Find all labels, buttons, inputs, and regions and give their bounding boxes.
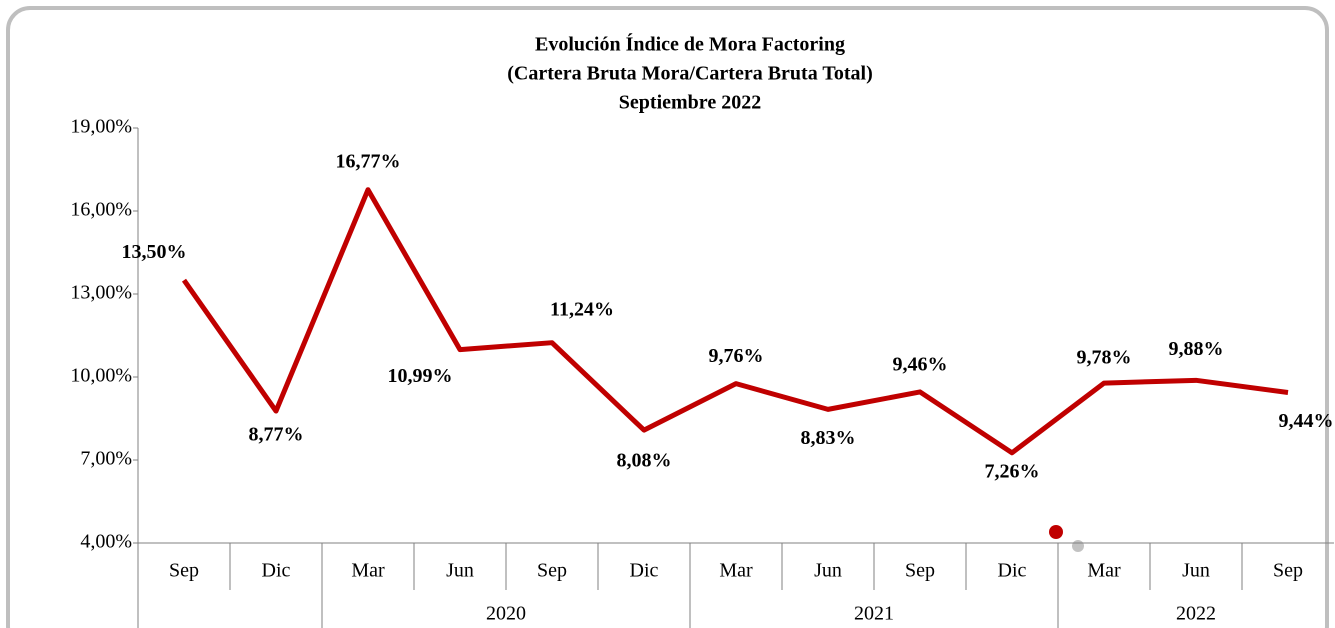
- line-series: [181, 187, 1289, 456]
- x-tick-label: Sep: [169, 560, 199, 582]
- data-label: 8,08%: [617, 450, 672, 472]
- x-tick-label: Jun: [1182, 560, 1210, 582]
- group-label: 2022: [1176, 603, 1216, 625]
- data-label: 10,99%: [388, 365, 453, 387]
- y-tick-label: 19,00%: [70, 116, 132, 138]
- chart-title: (Cartera Bruta Mora/Cartera Bruta Total): [507, 63, 872, 85]
- data-label: 9,46%: [893, 354, 948, 376]
- data-label: 16,77%: [336, 150, 401, 172]
- data-label: 7,26%: [985, 460, 1040, 482]
- x-tick-label: Mar: [351, 560, 385, 582]
- data-label: 9,76%: [709, 345, 764, 367]
- x-tick-label: Mar: [1087, 560, 1121, 582]
- marker-shadow: [1072, 540, 1084, 552]
- data-label: 13,50%: [122, 241, 187, 263]
- x-tick-label: Sep: [1273, 560, 1303, 582]
- x-tick-label: Sep: [537, 560, 567, 582]
- y-tick-label: 13,00%: [70, 282, 132, 304]
- x-tick-label: Dic: [630, 560, 659, 582]
- data-label: 8,77%: [249, 424, 304, 446]
- x-tick-label: Mar: [719, 560, 753, 582]
- group-label: 2020: [486, 603, 526, 625]
- y-tick-label: 7,00%: [80, 448, 132, 470]
- x-tick-label: Jun: [446, 560, 474, 582]
- x-tick-label: Dic: [998, 560, 1027, 582]
- x-tick-label: Jun: [814, 560, 842, 582]
- chart-frame: [6, 6, 1329, 628]
- y-tick-label: 16,00%: [70, 199, 132, 221]
- y-tick-label: 10,00%: [70, 365, 132, 387]
- group-label: 2021: [854, 603, 894, 625]
- x-tick-label: Sep: [905, 560, 935, 582]
- data-label: 9,78%: [1077, 347, 1132, 369]
- data-label: 9,44%: [1279, 410, 1334, 432]
- data-label: 11,24%: [550, 298, 614, 320]
- x-tick-label: Dic: [262, 560, 291, 582]
- y-tick-label: 4,00%: [80, 531, 132, 553]
- marker-dot: [1049, 525, 1063, 539]
- data-label: 8,83%: [801, 427, 856, 449]
- chart-title: Evolución Índice de Mora Factoring: [535, 33, 845, 56]
- chart-title: Septiembre 2022: [619, 92, 761, 114]
- data-label: 9,88%: [1169, 338, 1224, 360]
